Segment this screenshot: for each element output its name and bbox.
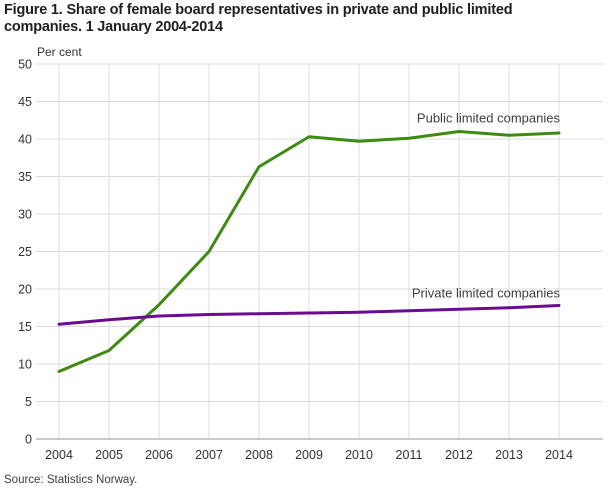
y-tick-label: 45 <box>18 95 32 109</box>
x-tick-label: 2004 <box>45 448 73 462</box>
y-tick-label: 30 <box>18 208 32 222</box>
y-tick-label: 20 <box>18 283 32 297</box>
y-tick-label: 5 <box>25 395 32 409</box>
series-line-private-limited-companies <box>57 304 561 326</box>
y-tick-label: 0 <box>25 433 32 447</box>
x-tick-label: 2011 <box>396 448 423 462</box>
x-tick-label: 2009 <box>295 448 323 462</box>
x-tick-label: 2013 <box>495 448 523 462</box>
x-tick-label: 2012 <box>445 448 473 462</box>
series-label-public-limited-companies: Public limited companies <box>417 111 561 126</box>
series-label-private-limited-companies: Private limited companies <box>412 285 561 300</box>
x-tick-label: 2010 <box>345 448 373 462</box>
y-tick-label: 25 <box>18 245 32 259</box>
series-line-public-limited-companies <box>57 130 561 373</box>
x-tick-label: 2008 <box>245 448 273 462</box>
y-tick-label: 40 <box>18 133 32 147</box>
y-axis-unit-label: Per cent <box>37 45 82 59</box>
y-tick-label: 50 <box>18 58 32 72</box>
x-tick-label: 2006 <box>145 448 173 462</box>
source-note: Source: Statistics Norway. <box>4 474 138 486</box>
x-tick-label: 2007 <box>195 448 223 462</box>
figure-title-line2: companies. 1 January 2004-2014 <box>4 18 223 35</box>
x-tick-label: 2014 <box>545 448 573 462</box>
y-tick-label: 35 <box>18 170 32 184</box>
y-tick-label: 10 <box>18 358 32 372</box>
figure-title-line1: Figure 1. Share of female board represen… <box>4 2 513 18</box>
figure-title: Figure 1. Share of female board represen… <box>4 2 513 35</box>
x-tick-label: 2005 <box>95 448 123 462</box>
y-tick-label: 15 <box>18 320 32 334</box>
